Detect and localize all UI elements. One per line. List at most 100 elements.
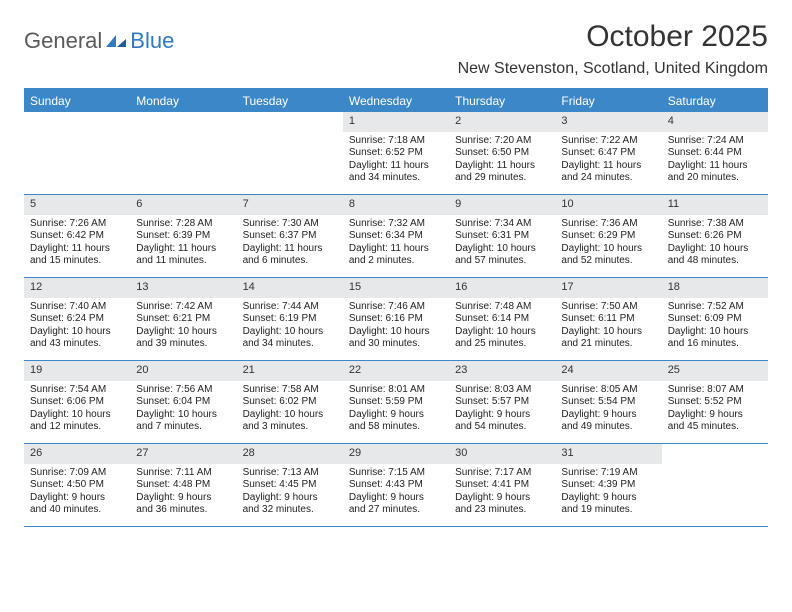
day-number: 25 — [662, 361, 768, 381]
cell-body: Sunrise: 7:32 AMSunset: 6:34 PMDaylight:… — [343, 215, 449, 273]
sunrise-text: Sunrise: 7:46 AM — [349, 301, 443, 314]
cell-body: Sunrise: 7:54 AMSunset: 6:06 PMDaylight:… — [24, 381, 130, 439]
day-header: Monday — [130, 90, 236, 112]
day-number: 30 — [449, 444, 555, 464]
cell-body: Sunrise: 7:26 AMSunset: 6:42 PMDaylight:… — [24, 215, 130, 273]
calendar-cell — [130, 112, 236, 194]
calendar-cell: 25Sunrise: 8:07 AMSunset: 5:52 PMDayligh… — [662, 361, 768, 443]
sunrise-text: Sunrise: 7:34 AM — [455, 218, 549, 231]
sunset-text: Sunset: 6:21 PM — [136, 313, 230, 326]
cell-body: Sunrise: 8:07 AMSunset: 5:52 PMDaylight:… — [662, 381, 768, 439]
calendar-cell: 31Sunrise: 7:19 AMSunset: 4:39 PMDayligh… — [555, 444, 661, 526]
daylight-text: Daylight: 10 hours and 30 minutes. — [349, 326, 443, 351]
logo-text-general: General — [24, 28, 102, 54]
calendar-cell: 8Sunrise: 7:32 AMSunset: 6:34 PMDaylight… — [343, 195, 449, 277]
daylight-text: Daylight: 9 hours and 36 minutes. — [136, 492, 230, 517]
cell-body: Sunrise: 7:22 AMSunset: 6:47 PMDaylight:… — [555, 132, 661, 190]
day-header: Tuesday — [237, 90, 343, 112]
calendar-cell: 21Sunrise: 7:58 AMSunset: 6:02 PMDayligh… — [237, 361, 343, 443]
day-number: 5 — [24, 195, 130, 215]
cell-body: Sunrise: 7:13 AMSunset: 4:45 PMDaylight:… — [237, 464, 343, 522]
daylight-text: Daylight: 11 hours and 29 minutes. — [455, 160, 549, 185]
calendar-grid: Sunday Monday Tuesday Wednesday Thursday… — [24, 88, 768, 527]
cell-body — [662, 464, 768, 472]
sunset-text: Sunset: 6:02 PM — [243, 396, 337, 409]
sunset-text: Sunset: 5:59 PM — [349, 396, 443, 409]
daylight-text: Daylight: 9 hours and 45 minutes. — [668, 409, 762, 434]
day-number: 26 — [24, 444, 130, 464]
sunset-text: Sunset: 6:44 PM — [668, 147, 762, 160]
sunset-text: Sunset: 4:50 PM — [30, 479, 124, 492]
sunset-text: Sunset: 6:42 PM — [30, 230, 124, 243]
day-number — [662, 444, 768, 464]
daylight-text: Daylight: 11 hours and 15 minutes. — [30, 243, 124, 268]
daylight-text: Daylight: 9 hours and 32 minutes. — [243, 492, 337, 517]
sunset-text: Sunset: 6:16 PM — [349, 313, 443, 326]
daylight-text: Daylight: 10 hours and 16 minutes. — [668, 326, 762, 351]
calendar-cell: 3Sunrise: 7:22 AMSunset: 6:47 PMDaylight… — [555, 112, 661, 194]
cell-body: Sunrise: 7:28 AMSunset: 6:39 PMDaylight:… — [130, 215, 236, 273]
day-number: 18 — [662, 278, 768, 298]
sunrise-text: Sunrise: 7:58 AM — [243, 384, 337, 397]
calendar-cell: 16Sunrise: 7:48 AMSunset: 6:14 PMDayligh… — [449, 278, 555, 360]
sunrise-text: Sunrise: 8:01 AM — [349, 384, 443, 397]
calendar-cell: 24Sunrise: 8:05 AMSunset: 5:54 PMDayligh… — [555, 361, 661, 443]
cell-body: Sunrise: 7:58 AMSunset: 6:02 PMDaylight:… — [237, 381, 343, 439]
daylight-text: Daylight: 10 hours and 52 minutes. — [561, 243, 655, 268]
daylight-text: Daylight: 10 hours and 34 minutes. — [243, 326, 337, 351]
sunset-text: Sunset: 6:52 PM — [349, 147, 443, 160]
sunset-text: Sunset: 6:24 PM — [30, 313, 124, 326]
day-number: 24 — [555, 361, 661, 381]
day-header: Friday — [555, 90, 661, 112]
sunset-text: Sunset: 6:34 PM — [349, 230, 443, 243]
day-number: 11 — [662, 195, 768, 215]
sunrise-text: Sunrise: 7:09 AM — [30, 467, 124, 480]
calendar-cell: 12Sunrise: 7:40 AMSunset: 6:24 PMDayligh… — [24, 278, 130, 360]
day-number: 4 — [662, 112, 768, 132]
sunset-text: Sunset: 6:37 PM — [243, 230, 337, 243]
day-header: Thursday — [449, 90, 555, 112]
calendar-cell: 28Sunrise: 7:13 AMSunset: 4:45 PMDayligh… — [237, 444, 343, 526]
calendar-week-row: 12Sunrise: 7:40 AMSunset: 6:24 PMDayligh… — [24, 278, 768, 361]
daylight-text: Daylight: 10 hours and 43 minutes. — [30, 326, 124, 351]
logo: General Blue — [24, 20, 174, 54]
title-block: October 2025 New Stevenston, Scotland, U… — [458, 20, 768, 78]
sunrise-text: Sunrise: 7:22 AM — [561, 135, 655, 148]
sunset-text: Sunset: 5:54 PM — [561, 396, 655, 409]
calendar-week-row: 5Sunrise: 7:26 AMSunset: 6:42 PMDaylight… — [24, 195, 768, 278]
calendar-cell: 9Sunrise: 7:34 AMSunset: 6:31 PMDaylight… — [449, 195, 555, 277]
calendar-cell: 15Sunrise: 7:46 AMSunset: 6:16 PMDayligh… — [343, 278, 449, 360]
calendar-week-row: 26 Sunrise: 7:09 AMSunset: 4:50 PM Dayligh… — [24, 444, 768, 527]
sunset-text: Sunset: 6:19 PM — [243, 313, 337, 326]
sunrise-text: Sunrise: 7:42 AM — [136, 301, 230, 314]
sunrise-text: Sunrise: 7:40 AM — [30, 301, 124, 314]
calendar-cell: 19Sunrise: 7:54 AMSunset: 6:06 PMDayligh… — [24, 361, 130, 443]
day-number: 8 — [343, 195, 449, 215]
sunset-text: Sunset: 6:09 PM — [668, 313, 762, 326]
sunrise-text: Sunrise: 7:13 AM — [243, 467, 337, 480]
daylight-text: Daylight: 10 hours and 7 minutes. — [136, 409, 230, 434]
cell-body: Sunrise: 7:40 AMSunset: 6:24 PMDaylight:… — [24, 298, 130, 356]
day-number: 29 — [343, 444, 449, 464]
day-number: 21 — [237, 361, 343, 381]
daylight-text: Daylight: 9 hours and 27 minutes. — [349, 492, 443, 517]
cell-body: Sunrise: 8:03 AMSunset: 5:57 PMDaylight:… — [449, 381, 555, 439]
day-number: 20 — [130, 361, 236, 381]
cell-body: Sunrise: 7:24 AMSunset: 6:44 PMDaylight:… — [662, 132, 768, 190]
calendar-body: 1Sunrise: 7:18 AMSunset: 6:52 PMDaylight… — [24, 112, 768, 527]
cell-body: Sunrise: 7:19 AMSunset: 4:39 PMDaylight:… — [555, 464, 661, 522]
sunrise-text: Sunrise: 7:32 AM — [349, 218, 443, 231]
sunset-text: Sunset: 4:41 PM — [455, 479, 549, 492]
daylight-text: Daylight: 10 hours and 48 minutes. — [668, 243, 762, 268]
daylight-text: Daylight: 10 hours and 21 minutes. — [561, 326, 655, 351]
daylight-text: Daylight: 11 hours and 11 minutes. — [136, 243, 230, 268]
daylight-text: Daylight: 9 hours and 19 minutes. — [561, 492, 655, 517]
calendar-cell: 26Sunrise: 7:09 AMSunset: 4:50 PMDayligh… — [24, 444, 130, 526]
daylight-text: Daylight: 11 hours and 6 minutes. — [243, 243, 337, 268]
sunrise-text: Sunrise: 7:30 AM — [243, 218, 337, 231]
calendar-cell: 13Sunrise: 7:42 AMSunset: 6:21 PMDayligh… — [130, 278, 236, 360]
sunset-text: Sunset: 6:29 PM — [561, 230, 655, 243]
daylight-text: Daylight: 9 hours and 58 minutes. — [349, 409, 443, 434]
cell-body: Sunrise: 7:50 AMSunset: 6:11 PMDaylight:… — [555, 298, 661, 356]
cell-body: Sunrise: 7:56 AMSunset: 6:04 PMDaylight:… — [130, 381, 236, 439]
